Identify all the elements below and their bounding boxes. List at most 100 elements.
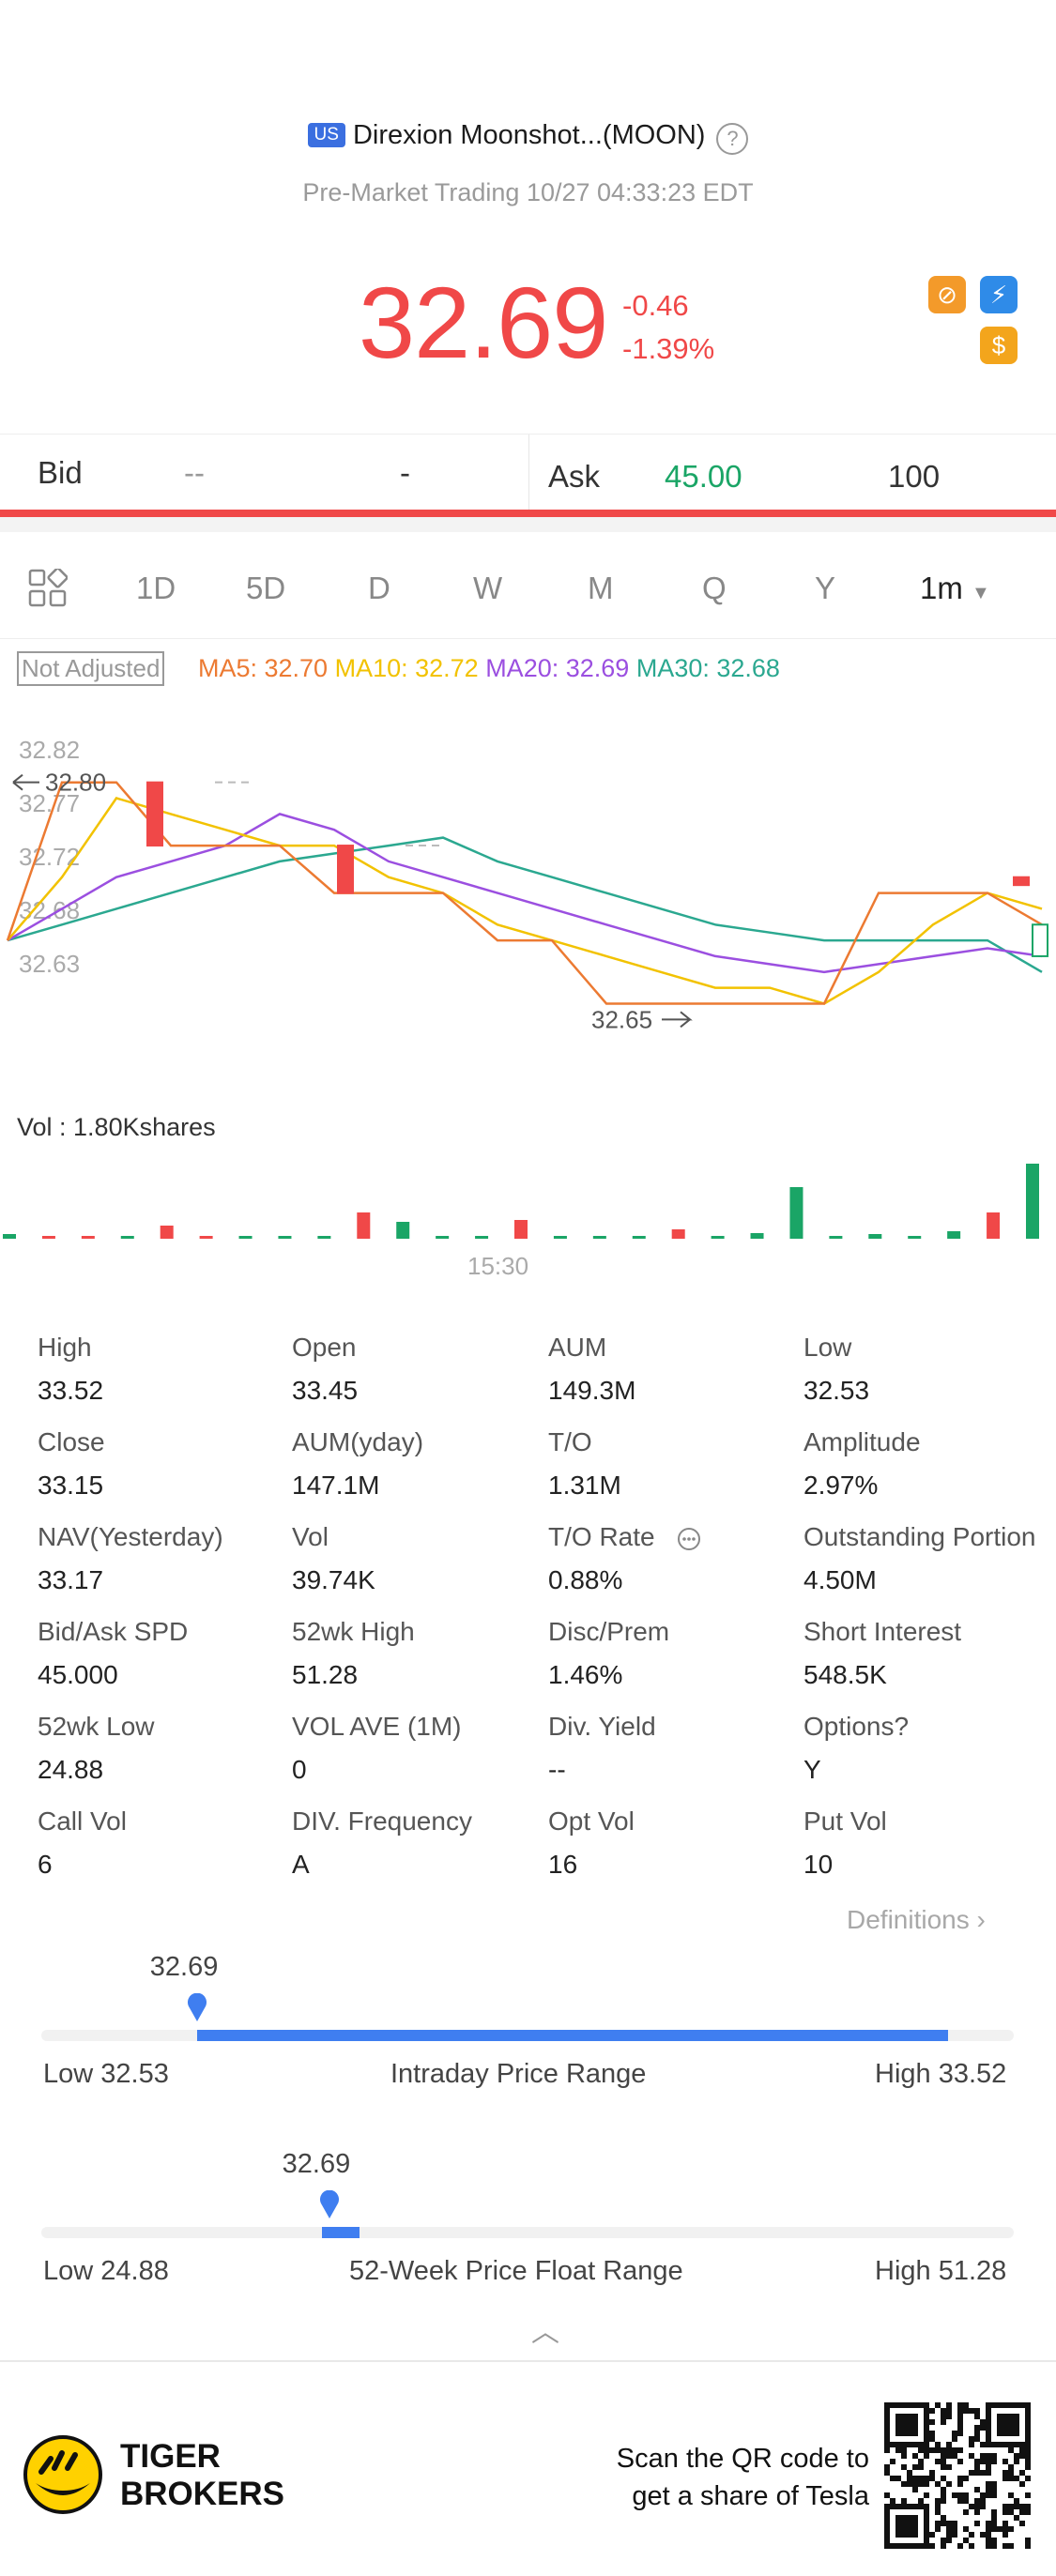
stat-value: 33.17: [38, 1565, 104, 1594]
volume-bar: [987, 1212, 1001, 1239]
candle: [337, 845, 354, 894]
collapse-chevron-icon[interactable]: ︿: [531, 2317, 559, 2348]
tab-5d[interactable]: 5D: [246, 571, 286, 605]
week52-current-price: 32.69: [282, 2149, 351, 2179]
volume-bar: [436, 1236, 450, 1239]
stat-open: Open 33.45: [292, 1333, 358, 1406]
volume-bar: [750, 1233, 764, 1239]
intraday-low: Low 32.53: [43, 2059, 169, 2089]
y-tick-label: 32.82: [19, 736, 80, 764]
stat-value: --: [548, 1755, 566, 1784]
week52-high: High 51.28: [875, 2256, 1007, 2286]
stat-value: 33.52: [38, 1376, 104, 1405]
stat-div-yield: Div. Yield --: [548, 1712, 656, 1785]
volume-bar: [908, 1236, 922, 1239]
help-icon[interactable]: ?: [716, 123, 749, 155]
caret-down-icon: ▼: [972, 583, 990, 603]
stat-value: 0.88%: [548, 1565, 623, 1594]
stat-52wk-low: 52wk Low 24.88: [38, 1712, 155, 1785]
tab-1d[interactable]: 1D: [136, 571, 176, 605]
week52-marker-icon: [319, 2189, 340, 2223]
price-bar-indicator: [0, 510, 1056, 517]
adjustment-toggle[interactable]: Not Adjusted: [17, 651, 165, 686]
tab-d[interactable]: D: [368, 571, 390, 605]
week52-range-title: 52-Week Price Float Range: [349, 2256, 683, 2286]
x-tick-label: 15:30: [467, 1252, 528, 1276]
min-arrow-icon: [662, 1011, 693, 1029]
dollar-icon[interactable]: $: [980, 327, 1018, 364]
volume-bar: [514, 1220, 528, 1239]
stat-label: T/O Rate: [548, 1522, 655, 1551]
brand-line2: BROKERS: [120, 2476, 285, 2512]
stat-label: T/O: [548, 1427, 592, 1456]
stat-label: 52wk High: [292, 1617, 415, 1646]
stat-value: Y: [803, 1755, 821, 1784]
stat-vol-ave-1m: VOL AVE (1M) 0: [292, 1712, 462, 1785]
price-chart[interactable]: 32.82 32.77 32.72 32.68 32.63 32.80 32.65 Vol :…: [0, 713, 1056, 1276]
week52-low: Low 24.88: [43, 2256, 169, 2286]
stat-put-vol: Put Vol 10: [803, 1806, 887, 1880]
tab-q[interactable]: Q: [702, 571, 727, 605]
stat-label: Opt Vol: [548, 1806, 635, 1836]
volume-bar: [3, 1234, 16, 1239]
volume-bar: [317, 1236, 331, 1239]
stat-nav-yesterday: NAV(Yesterday) 33.17: [38, 1522, 223, 1595]
stat-bid-ask-spd: Bid/Ask SPD 45.000: [38, 1617, 188, 1690]
stat-value: 149.3M: [548, 1376, 636, 1405]
stat-amplitude: Amplitude 2.97%: [803, 1427, 921, 1501]
stat-value: 39.74K: [292, 1565, 375, 1594]
stat-options: Options? Y: [803, 1712, 909, 1785]
bid-label: Bid: [38, 455, 83, 490]
tab-w[interactable]: W: [473, 571, 503, 605]
stat-close: Close 33.15: [38, 1427, 105, 1501]
min-price-label: 32.65: [591, 1005, 652, 1033]
stat-label: Options?: [803, 1712, 910, 1741]
stat-aum: AUM 149.3M: [548, 1333, 635, 1406]
volume-bar: [160, 1226, 174, 1239]
bid-ask-bar: Bid -- - Ask 45.00 100: [0, 434, 1056, 517]
tab-m[interactable]: M: [588, 571, 614, 605]
max-price-label: 32.80: [45, 769, 106, 797]
candle: [1032, 923, 1048, 957]
stat-label: Short Interest: [803, 1617, 962, 1646]
stat-label: Vol: [292, 1522, 329, 1551]
stat-value: 1.46%: [548, 1660, 623, 1689]
stat-value: 10: [803, 1850, 834, 1879]
stat-label: Call Vol: [38, 1806, 127, 1836]
stat-label: 52wk Low: [38, 1712, 155, 1741]
tab-1m[interactable]: 1m ▼: [920, 571, 990, 606]
stat-value: 16: [548, 1850, 578, 1879]
stat-low: Low 32.53: [803, 1333, 869, 1406]
lightning-icon[interactable]: ⚡: [980, 276, 1018, 313]
stat-high: High 33.52: [38, 1333, 103, 1406]
qr-code-icon[interactable]: [884, 2402, 1031, 2549]
grid-layout-icon[interactable]: [28, 569, 68, 608]
chevron-right-icon: ›: [976, 1905, 986, 1934]
stat-value: A: [292, 1850, 310, 1879]
intraday-high: High 33.52: [875, 2059, 1007, 2089]
tab-y[interactable]: Y: [815, 571, 836, 605]
stat-disc-prem: Disc/Prem 1.46%: [548, 1617, 669, 1690]
bid-size: -: [400, 455, 410, 490]
volume-bar: [278, 1236, 292, 1239]
qr-caption-line2: get a share of Tesla: [632, 2481, 869, 2511]
volume-bar: [711, 1236, 725, 1239]
stat-value: 147.1M: [292, 1471, 380, 1500]
stat-value: 2.97%: [803, 1471, 879, 1500]
no-short-icon[interactable]: ⊘: [928, 276, 966, 313]
stat-aum-yday: AUM(yday) 147.1M: [292, 1427, 423, 1501]
volume-bar: [238, 1236, 253, 1239]
more-info-icon[interactable]: [677, 1527, 701, 1551]
volume-bar: [199, 1236, 213, 1239]
volume-bar: [475, 1236, 489, 1239]
volume-bar: [947, 1231, 961, 1239]
volume-bar: [41, 1236, 55, 1239]
stat-label: Open: [292, 1333, 357, 1362]
stat-value: 51.28: [292, 1660, 359, 1689]
definitions-link[interactable]: Definitions ›: [847, 1905, 986, 1935]
qr-caption-line1: Scan the QR code to: [616, 2444, 869, 2474]
stat-label: VOL AVE (1M): [292, 1712, 462, 1741]
ma5-value: MA5: 32.70: [197, 654, 329, 682]
candle: [1013, 876, 1030, 887]
stat-label: Bid/Ask SPD: [38, 1617, 189, 1646]
